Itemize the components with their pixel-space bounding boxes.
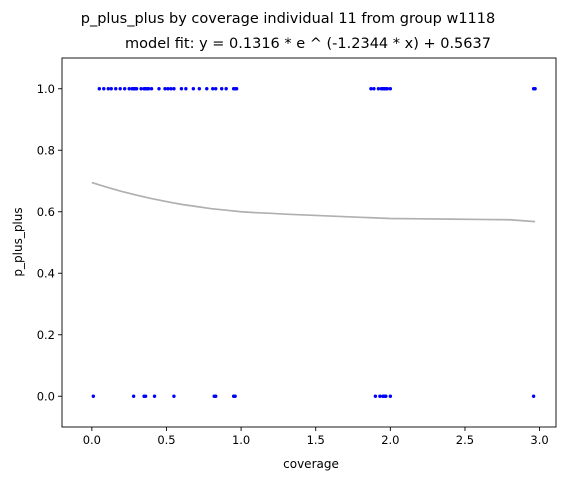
data-point [122, 87, 127, 91]
data-point [388, 87, 393, 91]
data-point [179, 87, 184, 91]
data-point [169, 87, 173, 91]
chart-subtitle: model fit: y = 0.1316 * e ^ (-1.2344 * x… [125, 36, 491, 52]
data-point [172, 87, 176, 91]
data-point [166, 87, 170, 91]
data-point [139, 87, 143, 91]
data-point [118, 87, 122, 91]
data-point [152, 394, 157, 398]
data-point [172, 394, 176, 398]
data-point [102, 87, 106, 91]
x-tick-label: 2.5 [456, 433, 474, 447]
plot-area: 0.0 0.5 1.0 1.5 2.0 2.5 3.0 0.0 0.2 0.4 0.6 0.8 1.0 [37, 57, 557, 447]
data-point [191, 87, 196, 91]
data-point [214, 87, 218, 91]
data-point [97, 87, 102, 91]
y-tick-label: 0.4 [37, 266, 55, 280]
fit-line [91, 181, 536, 223]
data-point [385, 87, 390, 91]
data-point [373, 394, 378, 398]
data-point [233, 394, 237, 398]
data-point [134, 87, 139, 91]
data-point [234, 87, 239, 91]
data-point [378, 394, 382, 398]
data-point [163, 87, 167, 91]
y-tick-label: 0.2 [37, 328, 55, 342]
y-tick-label: 1.0 [37, 82, 55, 96]
data-point [106, 87, 110, 91]
data-point [531, 394, 536, 398]
x-tick-label: 1.5 [307, 433, 325, 447]
x-tick-label: 3.0 [530, 433, 548, 447]
data-point [114, 87, 118, 91]
y-tick-label: 0.0 [37, 389, 55, 403]
y-tick-label: 0.8 [37, 143, 55, 157]
data-point [149, 87, 154, 91]
data-point [384, 394, 388, 398]
data-point [224, 87, 228, 91]
data-point [91, 394, 96, 398]
chart-title: p_plus_plus by coverage individual 11 fr… [81, 11, 495, 27]
data-point [143, 394, 148, 398]
x-tick-label: 1.0 [232, 433, 250, 447]
data-point [157, 87, 161, 91]
data-point [533, 87, 537, 91]
data-point [184, 87, 188, 91]
data-point [219, 87, 224, 91]
axes-frame [61, 57, 557, 428]
data-point [197, 87, 202, 91]
data-point [376, 87, 381, 91]
data-point [146, 87, 151, 91]
data-point [131, 394, 136, 398]
data-point [369, 87, 373, 91]
data-point [214, 394, 218, 398]
data-point [211, 87, 215, 91]
data-point [127, 87, 131, 91]
y-axis-label: p_plus_plus [11, 207, 25, 276]
y-tick-label: 0.6 [37, 205, 55, 219]
x-tick-label: 2.0 [381, 433, 399, 447]
data-point [109, 87, 113, 91]
data-point [372, 87, 376, 91]
data-point [205, 87, 209, 91]
x-axis-label: coverage [283, 457, 339, 471]
x-tick-label: 0.0 [83, 433, 101, 447]
data-point [388, 394, 393, 398]
x-tick-label: 0.5 [157, 433, 175, 447]
